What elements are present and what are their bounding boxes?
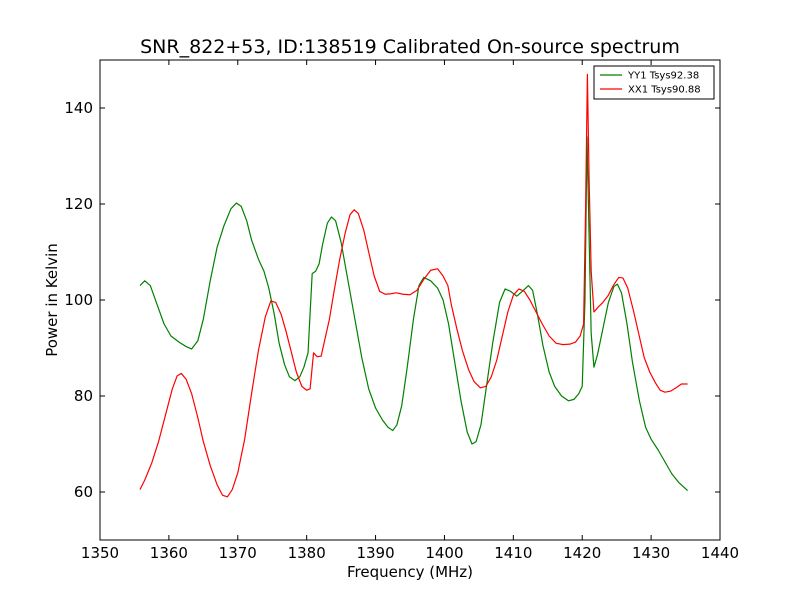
x-tick-label: 1390 xyxy=(356,544,394,562)
series-line-2 xyxy=(139,73,688,498)
y-tick-label: 140 xyxy=(64,99,93,117)
legend-box xyxy=(593,65,715,100)
y-tick-label: 120 xyxy=(64,195,93,213)
chart-title: SNR_822+53, ID:138519 Calibrated On-sour… xyxy=(140,36,680,58)
x-tick-label: 1360 xyxy=(150,544,188,562)
y-tick-label: 80 xyxy=(74,387,93,405)
x-tick-label: 1430 xyxy=(632,544,670,562)
x-tick-label: 1400 xyxy=(425,544,463,562)
y-axis-label: Power in Kelvin xyxy=(43,243,61,357)
legend-label-1: YY1 Tsys92.38 xyxy=(627,71,699,82)
x-axis-label: Frequency (MHz) xyxy=(347,563,473,581)
plot-area: 1350 1360 1370 1380 1390 1400 1410 1420 1430 1440… xyxy=(64,59,739,562)
x-tick-label: 1380 xyxy=(288,544,326,562)
legend: YY1 Tsys92.38 XX1 Tsys90.88 xyxy=(593,65,715,100)
y-tick-label: 100 xyxy=(64,291,93,309)
x-tick-label: 1370 xyxy=(219,544,257,562)
series-line-1 xyxy=(139,136,689,492)
x-tick-label: 1410 xyxy=(494,544,532,562)
x-tick-label: 1440 xyxy=(701,544,739,562)
y-tick-label: 60 xyxy=(74,483,93,501)
x-tick-label: 1420 xyxy=(563,544,601,562)
legend-label-2: XX1 Tsys90.88 xyxy=(628,85,701,96)
x-tick-label: 1350 xyxy=(81,544,119,562)
